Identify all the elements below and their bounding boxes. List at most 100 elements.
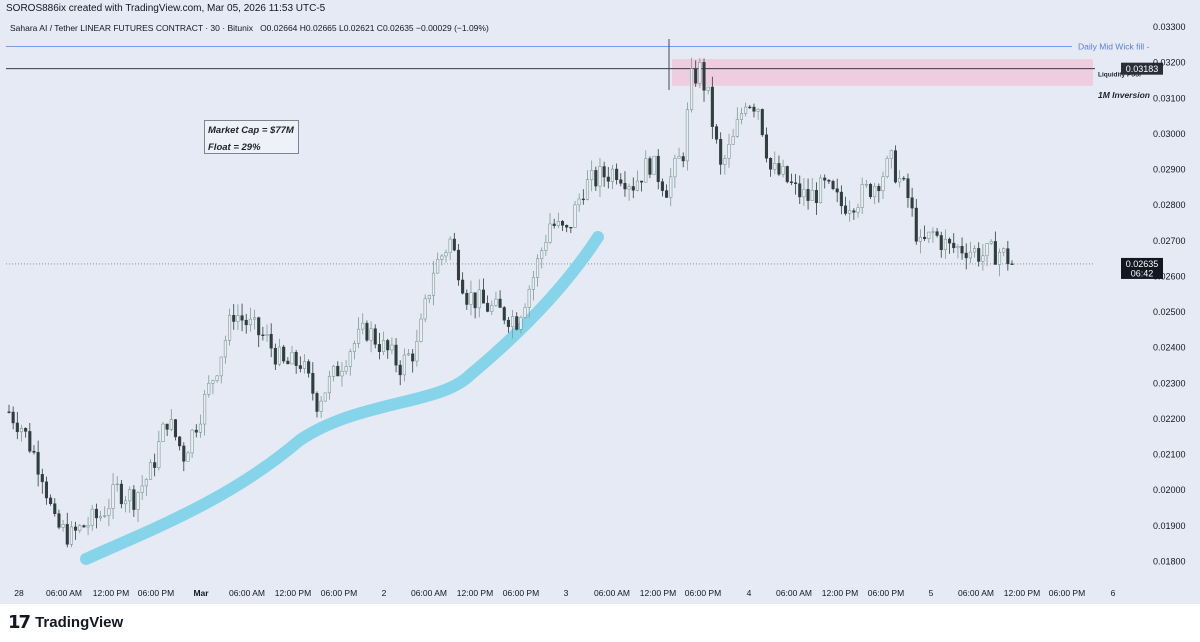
x-tick-label: 06:00 AM — [411, 588, 447, 598]
candle-up — [494, 298, 498, 306]
y-tick-label: 0.02300 — [1153, 378, 1186, 388]
current-price-text: 0.02635 — [1126, 259, 1159, 269]
y-tick-label: 0.01900 — [1153, 521, 1186, 531]
candle-up — [490, 304, 494, 312]
candle-up — [802, 189, 806, 198]
candle-up — [190, 429, 194, 454]
candle-up — [531, 277, 535, 290]
candle-down — [394, 344, 398, 366]
candle-up — [931, 231, 935, 233]
candle-down — [914, 207, 918, 242]
candle-down — [785, 166, 789, 183]
x-tick-label: 06:00 PM — [868, 588, 904, 598]
candle-up — [302, 361, 307, 369]
candle-down — [486, 302, 490, 312]
candle-down — [502, 307, 506, 321]
x-tick-label: 06:00 PM — [138, 588, 174, 598]
x-tick-label: 06:00 PM — [685, 588, 721, 598]
candle-up — [290, 351, 294, 365]
liquidity-pool-zone[interactable] — [672, 59, 1093, 86]
candle-up — [544, 242, 548, 251]
candle-down — [365, 322, 369, 341]
candle-up — [873, 186, 877, 197]
x-tick-label: 06:00 AM — [776, 588, 812, 598]
candle-down — [615, 168, 619, 180]
candle-up — [203, 394, 207, 425]
candle-down — [165, 423, 169, 430]
candle-up — [115, 483, 119, 486]
candle-down — [465, 292, 469, 305]
candle-down — [24, 428, 28, 432]
candle-up — [669, 176, 673, 198]
candle-up — [860, 184, 864, 208]
x-tick-label: Mar — [193, 588, 209, 598]
tradingview-mark-icon: 17 — [8, 612, 31, 633]
candle-down — [993, 241, 997, 265]
candle-up — [556, 221, 560, 226]
candle-down — [594, 170, 598, 187]
candle-down — [456, 249, 461, 281]
candle-up — [943, 238, 947, 251]
candle-up — [698, 62, 702, 84]
candle-up — [981, 255, 985, 262]
candle-up — [103, 515, 107, 517]
candle-down — [240, 315, 244, 321]
candle-up — [706, 86, 710, 91]
inversion-label: 1M Inversion — [1098, 90, 1150, 100]
candle-up — [223, 340, 227, 358]
y-tick-label: 0.02000 — [1153, 485, 1186, 495]
y-tick-label: 0.02100 — [1153, 450, 1186, 460]
candle-down — [173, 419, 178, 438]
candle-down — [648, 158, 652, 175]
candle-up — [856, 207, 860, 213]
liquidity-pool-label: Liquidity Pool — [1098, 72, 1141, 79]
candle-up — [523, 307, 527, 318]
candle-up — [598, 166, 602, 187]
levels-layer: Daily Mid Wick fill - Liquidity Pool0.031… — [6, 42, 1163, 279]
candle-down — [307, 361, 311, 374]
candle-down — [294, 351, 298, 366]
candle-up — [128, 489, 132, 502]
candle-up — [781, 166, 785, 175]
candle-down — [640, 180, 644, 183]
candle-down — [232, 315, 236, 322]
x-tick-label: 12:00 PM — [275, 588, 311, 598]
tradingview-logo[interactable]: 17 TradingView — [8, 612, 123, 633]
candle-down — [49, 497, 53, 504]
candle-up — [685, 109, 689, 162]
x-tick-label: 06:00 AM — [46, 588, 82, 598]
trend-highlight-curve[interactable] — [80, 231, 604, 565]
candle-up — [997, 251, 1002, 265]
candle-up — [536, 258, 540, 278]
candle-up — [215, 375, 219, 381]
candle-down — [827, 179, 831, 182]
candle-up — [423, 298, 427, 320]
candle-down — [906, 178, 910, 199]
trend-layer — [80, 231, 604, 565]
candle-down — [935, 231, 939, 236]
candle-up — [248, 318, 252, 326]
candle-up — [169, 419, 173, 430]
price-chart[interactable]: Daily Mid Wick fill -Liquidity Pool0.031… — [0, 0, 1200, 604]
candle-down — [178, 436, 182, 447]
candle-up — [848, 210, 852, 214]
market-cap-annotation[interactable]: Market Cap = $77M Float = 29% — [204, 120, 299, 154]
candle-down — [311, 373, 315, 394]
candle-up — [477, 289, 481, 309]
candle-down — [752, 106, 756, 112]
candle-up — [735, 119, 739, 137]
candle-up — [644, 158, 648, 183]
candle-up — [323, 392, 327, 402]
candle-down — [57, 513, 61, 528]
level-price-badge-text: 0.03183 — [1126, 64, 1159, 74]
candle-down — [15, 422, 19, 433]
candle-down — [769, 157, 773, 170]
candle-down — [398, 364, 402, 376]
candle-down — [119, 483, 123, 505]
x-tick-label: 06:00 PM — [503, 588, 539, 598]
candle-down — [665, 190, 669, 198]
candle-down — [619, 179, 623, 184]
candle-down — [839, 191, 843, 207]
candle-down — [44, 481, 48, 499]
candle-up — [527, 289, 531, 308]
